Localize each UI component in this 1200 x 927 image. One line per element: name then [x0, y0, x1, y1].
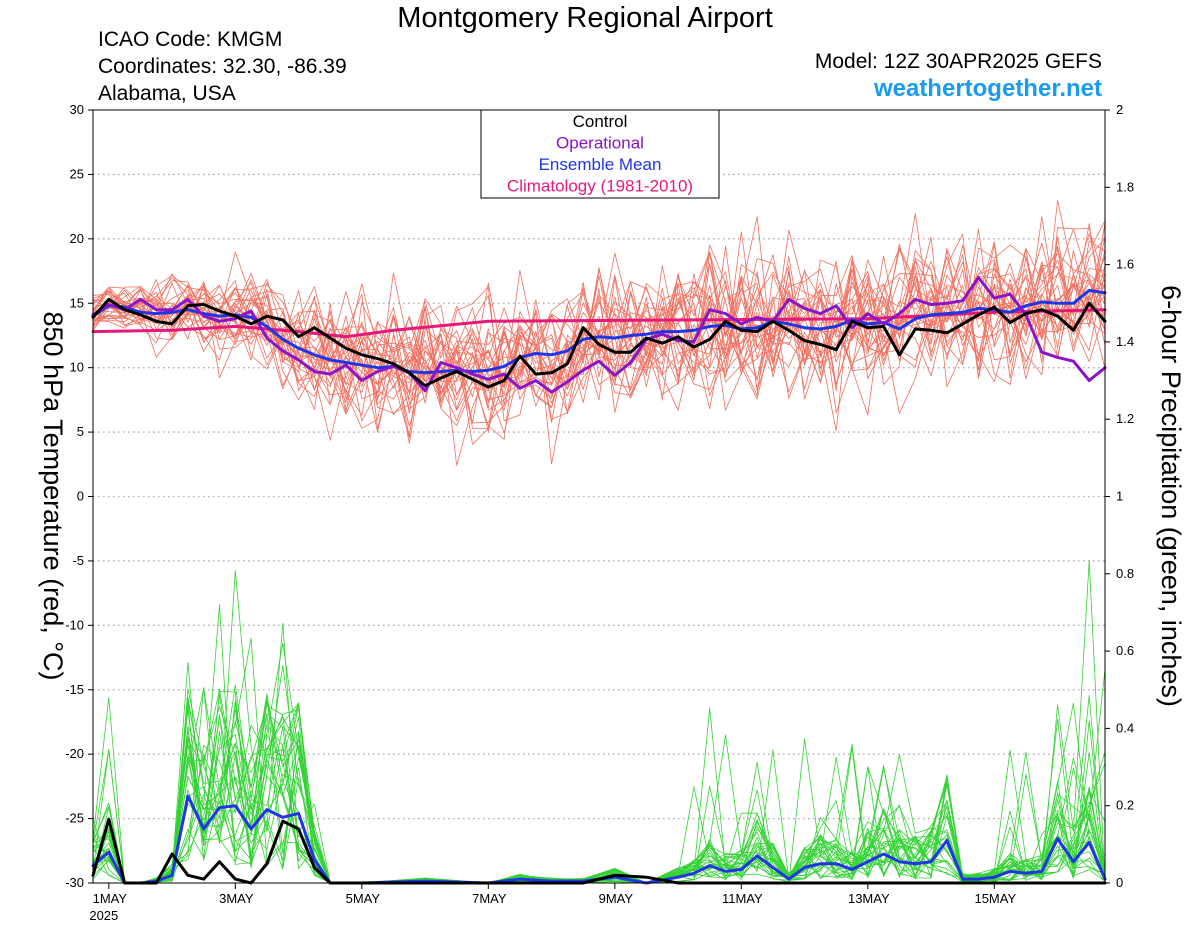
page-title: Montgomery Regional Airport: [397, 2, 773, 34]
x-tick-label: 1MAY: [93, 891, 128, 906]
right-axis-title: 6-hour Precipitation (green, inches): [1156, 285, 1186, 707]
temp-member-line: [92, 254, 1106, 432]
x-tick-label: 11MAY: [722, 891, 763, 906]
precip-member-line: [92, 724, 1106, 884]
temp-mean-line: [91, 288, 1107, 375]
x-tick-label: 3MAY: [219, 891, 254, 906]
x-tick-year: 2025: [89, 908, 118, 923]
website-link[interactable]: weathertogether.net: [873, 75, 1102, 102]
temp-member-line: [92, 200, 1106, 410]
climatology-line: [91, 308, 1107, 339]
left-tick-label: 0: [77, 489, 84, 504]
temp-member-line: [92, 250, 1106, 422]
left-tick-label: -30: [65, 875, 84, 890]
temp-member-line: [92, 242, 1106, 388]
legend-entry: Ensemble Mean: [539, 155, 662, 174]
right-tick-label: 0.4: [1116, 720, 1134, 735]
left-tick-label: -25: [65, 811, 84, 826]
left-tick-label: 30: [70, 102, 84, 117]
right-tick-label: 1: [1116, 489, 1123, 504]
temp-members: [92, 200, 1106, 466]
region: Alabama, USA: [98, 82, 236, 105]
left-tick-label: -10: [65, 617, 84, 632]
right-tick-label: 0: [1116, 875, 1123, 890]
temp-control-line: [91, 297, 1107, 389]
precip-member-line: [92, 570, 1106, 884]
x-tick-label: 7MAY: [472, 891, 507, 906]
temp-member-line: [92, 253, 1106, 424]
temp-member-line: [92, 273, 1106, 440]
right-tick-label: 1.2: [1116, 411, 1134, 426]
x-tick-label: 9MAY: [599, 891, 634, 906]
right-tick-label: 0.2: [1116, 798, 1134, 813]
legend-box: [480, 109, 720, 199]
temp-member-line: [92, 213, 1106, 414]
icao-code: ICAO Code: KMGM: [98, 28, 283, 51]
coordinates: Coordinates: 32.30, -86.39: [98, 55, 347, 78]
left-tick-label: -5: [72, 553, 84, 568]
left-tick-label: 10: [70, 360, 84, 375]
temp-member-line: [92, 216, 1106, 445]
legend-entry: Control: [573, 112, 628, 131]
temp-member-line: [92, 256, 1106, 409]
legend-entry: Operational: [556, 134, 644, 153]
right-tick-label: 0.8: [1116, 566, 1134, 581]
temp-member-line: [92, 271, 1106, 444]
legend: Control Operational Ensemble Mean Climatolo…: [480, 109, 720, 199]
right-tick-label: 1.8: [1116, 179, 1134, 194]
x-axis-ticks: 1MAY 2025 3MAY 5MAY 7MAY 9MAY 11MAY 13MAY 15MAY: [89, 883, 1016, 923]
right-tick-label: 1.6: [1116, 257, 1134, 272]
left-axis-title: 850 hPa Temperature (red, °C): [38, 312, 68, 681]
temp-member-line: [92, 232, 1106, 414]
precip-members: [92, 560, 1106, 884]
right-tick-label: 2: [1116, 102, 1123, 117]
left-tick-label: 15: [70, 295, 84, 310]
right-tick-label: 1.4: [1116, 334, 1134, 349]
precip-member-line: [92, 708, 1106, 884]
left-tick-label: 5: [77, 424, 84, 439]
right-tick-label: 0.6: [1116, 643, 1134, 658]
right-axis-ticks: 0 0.2 0.4 0.6 0.8 1 1.2 1.4 1.6 1.8 2: [1105, 102, 1134, 890]
left-axis-ticks: 30 25 20 15 10 5 0 -5 -10 -15 -20 -25 -30: [65, 102, 93, 890]
temp-operational-line: [91, 276, 1107, 394]
left-tick-label: -15: [65, 682, 84, 697]
left-tick-label: 20: [70, 231, 84, 246]
left-tick-label: 25: [70, 166, 84, 181]
model-run: Model: 12Z 30APR2025 GEFS: [814, 50, 1102, 73]
x-tick-label: 15MAY: [974, 891, 1016, 906]
temp-member-line: [92, 236, 1106, 432]
x-tick-label: 5MAY: [346, 891, 381, 906]
left-tick-label: -20: [65, 746, 84, 761]
precip-mean-line: [91, 794, 1107, 885]
legend-entry: Climatology (1981-2010): [507, 177, 693, 196]
x-tick-label: 13MAY: [848, 891, 890, 906]
